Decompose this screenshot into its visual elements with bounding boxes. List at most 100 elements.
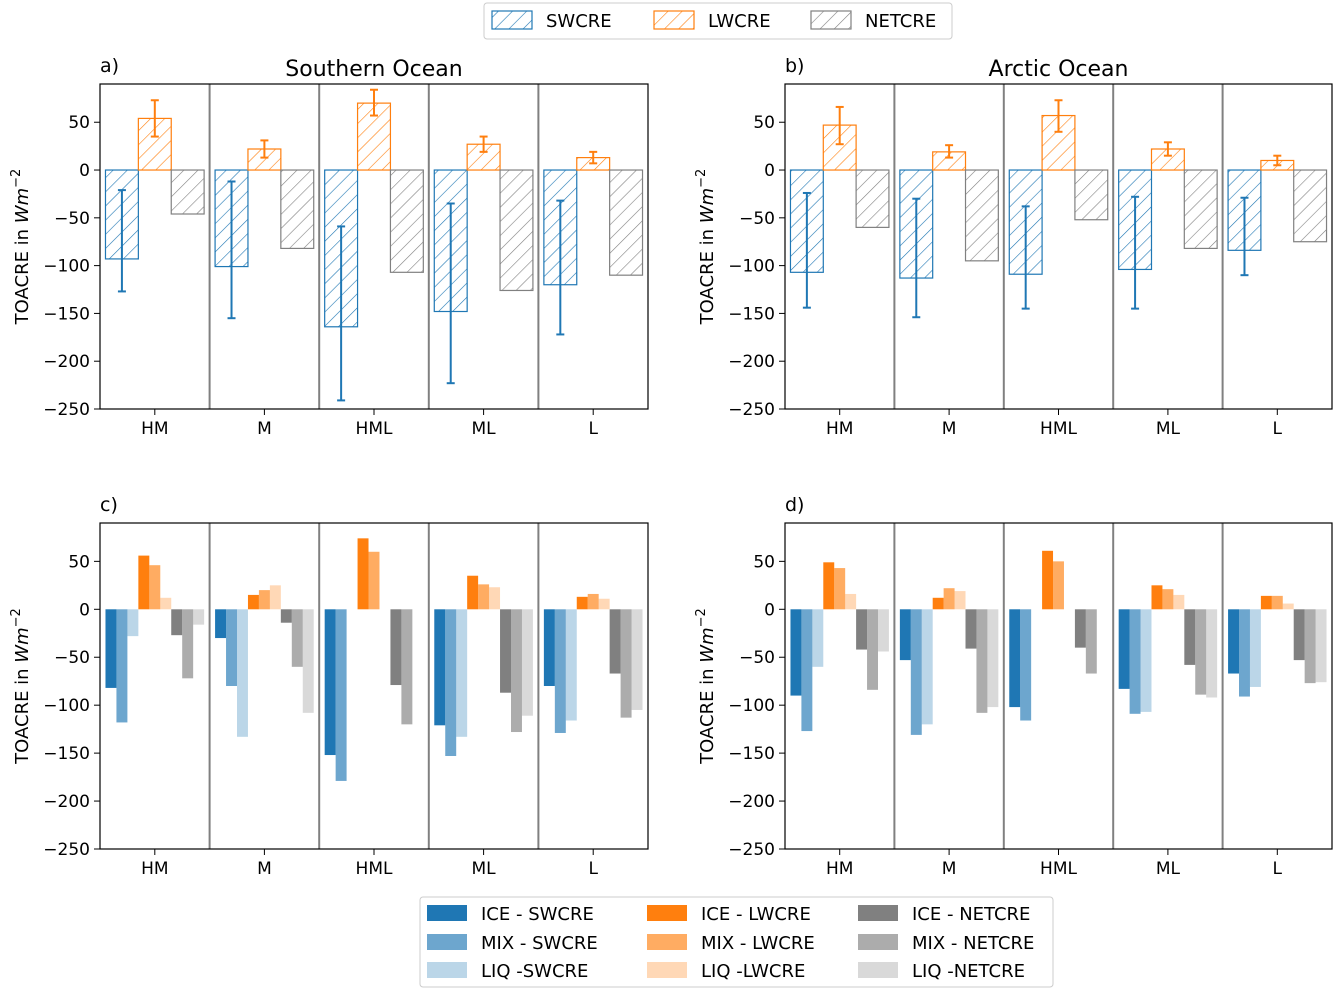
y-tick-label: −250 bbox=[728, 840, 775, 860]
y-tick-label: −100 bbox=[43, 257, 90, 277]
bar bbox=[160, 597, 172, 610]
legend-swatch bbox=[647, 962, 687, 978]
legend-item-mix-swcre: MIX - SWCRE bbox=[427, 933, 598, 954]
bar bbox=[554, 609, 566, 733]
x-tick-label: ML bbox=[472, 419, 497, 439]
legend-item-mix-lwcre: MIX - LWCRE bbox=[647, 933, 815, 954]
bar bbox=[1085, 609, 1097, 674]
series-ice-swcre bbox=[105, 609, 555, 756]
x-tick-label: HM bbox=[826, 419, 853, 439]
y-tick-label: 50 bbox=[68, 113, 90, 133]
bar bbox=[867, 609, 878, 690]
series-netcre bbox=[170, 169, 644, 292]
legend-swatch bbox=[491, 10, 533, 30]
bar bbox=[609, 609, 621, 674]
legend-item-swcre: SWCRE bbox=[491, 10, 612, 32]
panel-label: c) bbox=[100, 494, 118, 516]
bar bbox=[609, 169, 644, 276]
y-tick-label: 50 bbox=[68, 552, 90, 572]
y-tick-label: −200 bbox=[43, 352, 90, 372]
bar bbox=[823, 562, 835, 610]
legend-item-liq-lwcre: LIQ -LWCRE bbox=[647, 961, 805, 982]
bar bbox=[1129, 609, 1141, 714]
y-tick-label: 0 bbox=[79, 161, 90, 181]
y-tick-label: −200 bbox=[728, 792, 775, 812]
bar bbox=[237, 609, 248, 737]
x-tick-label: HML bbox=[356, 419, 393, 439]
bar bbox=[855, 169, 890, 228]
panel-b: b) Arctic Ocean TOACRE in Wm−2 50 0 −50 −100 −1… bbox=[694, 55, 1333, 439]
legend-item-ice-swcre: ICE - SWCRE bbox=[427, 904, 594, 925]
bar bbox=[182, 609, 194, 679]
bar bbox=[302, 609, 314, 713]
series-lwcre bbox=[822, 99, 1295, 171]
bar bbox=[1053, 561, 1064, 610]
x-tick-label: ML bbox=[472, 859, 497, 879]
legend-swatch bbox=[653, 10, 695, 30]
legend-item-liq-netcre: LIQ -NETCRE bbox=[858, 961, 1025, 982]
bar bbox=[1140, 609, 1152, 712]
bar bbox=[138, 555, 150, 610]
panel-c: c) TOACRE in Wm−2 50 0 −50 −100 −150 −200 −250 HM… bbox=[9, 494, 649, 879]
x-tick-label: M bbox=[942, 419, 957, 439]
bar bbox=[877, 609, 889, 652]
bar bbox=[511, 609, 522, 733]
series-lwcre bbox=[137, 88, 611, 171]
y-tick-label: −50 bbox=[739, 648, 775, 668]
x-tick-label: M bbox=[942, 859, 957, 879]
y-tick-label: 50 bbox=[753, 113, 775, 133]
bar bbox=[269, 585, 281, 610]
legend-label: ICE - LWCRE bbox=[701, 904, 811, 925]
legend-label: LIQ -LWCRE bbox=[701, 961, 805, 982]
series-ice-lwcre bbox=[138, 538, 588, 610]
legend-item-liq-swcre: LIQ -SWCRE bbox=[427, 961, 588, 982]
bottom-legend: ICE - SWCRE MIX - SWCRE LIQ -SWCRE ICE - LW… bbox=[419, 896, 1054, 988]
bar bbox=[1304, 609, 1316, 684]
y-axis-label: TOACRE in Wm−2 bbox=[9, 169, 33, 326]
panel-d: d) TOACRE in Wm−2 50 0 −50 −100 −150 −200 −250 HM… bbox=[694, 494, 1333, 879]
series-liq-swcre bbox=[812, 609, 1261, 725]
y-tick-label: −100 bbox=[728, 696, 775, 716]
legend-swatch bbox=[427, 962, 467, 978]
x-tick-label: HML bbox=[1040, 419, 1077, 439]
bar bbox=[226, 609, 237, 686]
bar bbox=[1271, 595, 1283, 610]
x-tick-label: HM bbox=[826, 859, 853, 879]
panel-label: b) bbox=[785, 55, 804, 77]
bar bbox=[976, 609, 988, 713]
legend-swatch bbox=[647, 934, 687, 950]
y-tick-label: −50 bbox=[54, 209, 90, 229]
bar bbox=[291, 609, 303, 667]
legend-item-ice-netcre: ICE - NETCRE bbox=[858, 904, 1030, 925]
legend-label: MIX - SWCRE bbox=[481, 933, 598, 954]
bar bbox=[812, 609, 824, 667]
series-mix-lwcre bbox=[149, 551, 599, 610]
bar bbox=[965, 609, 977, 649]
y-tick-label: −150 bbox=[728, 304, 775, 324]
legend-swatch bbox=[810, 10, 852, 30]
bar bbox=[1195, 609, 1207, 695]
x-tick-label: ML bbox=[1156, 419, 1181, 439]
legend-swatch bbox=[858, 905, 898, 921]
series-liq-swcre bbox=[127, 609, 577, 737]
bar bbox=[932, 597, 944, 610]
y-tick-label: −150 bbox=[728, 744, 775, 764]
x-tick-label: M bbox=[257, 419, 272, 439]
bar bbox=[987, 609, 999, 708]
bar bbox=[543, 609, 555, 686]
bar bbox=[1228, 609, 1240, 674]
bar bbox=[801, 609, 813, 732]
x-tick-label: HM bbox=[141, 419, 168, 439]
bar bbox=[499, 169, 534, 292]
bar bbox=[1282, 603, 1294, 610]
legend-swatch bbox=[858, 962, 898, 978]
y-tick-label: −250 bbox=[728, 400, 775, 420]
bar bbox=[1151, 585, 1163, 610]
legend-label: SWCRE bbox=[546, 11, 612, 32]
series-liq-lwcre bbox=[845, 591, 1294, 610]
series-ice-swcre bbox=[790, 609, 1240, 708]
bar bbox=[845, 593, 857, 610]
bar bbox=[1173, 594, 1185, 610]
bar bbox=[390, 609, 402, 686]
y-tick-label: 50 bbox=[753, 552, 775, 572]
